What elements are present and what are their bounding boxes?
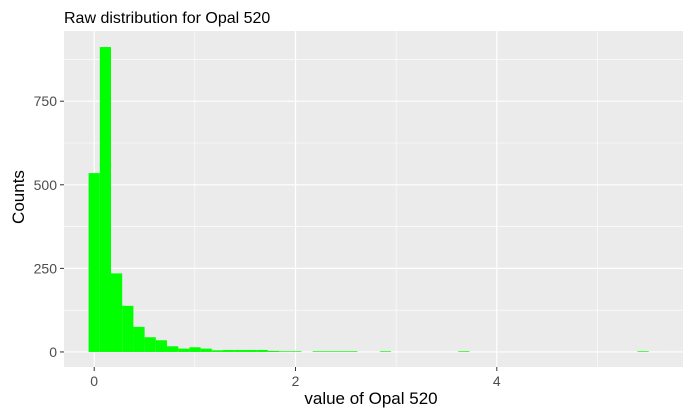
histogram-bar	[200, 348, 212, 352]
x-tick-label: 0	[90, 373, 98, 389]
x-axis-ticks: 0 2 4	[90, 367, 501, 389]
histogram-bar	[144, 337, 156, 352]
y-axis-ticks: 0 250 500 750	[34, 93, 64, 360]
histogram-bar	[155, 340, 168, 352]
histogram-bar	[323, 351, 336, 352]
histogram-bar	[312, 351, 324, 352]
y-axis-title: Counts	[9, 170, 28, 224]
histogram-bar	[637, 351, 649, 352]
histogram-bar	[267, 350, 280, 352]
histogram-bar	[88, 173, 100, 352]
histogram-bar	[346, 351, 358, 352]
plot-panel	[64, 31, 683, 367]
histogram-bar	[178, 348, 190, 352]
y-tick-label: 500	[34, 177, 58, 193]
histogram-bar	[122, 305, 134, 352]
histogram-bar	[167, 346, 179, 352]
histogram-bar	[189, 347, 201, 352]
x-axis-title: value of Opal 520	[304, 389, 437, 408]
x-tick-label: 4	[493, 373, 501, 389]
histogram-bar	[234, 349, 246, 352]
x-tick-label: 2	[292, 373, 300, 389]
y-tick-label: 0	[49, 344, 57, 360]
chart-title: Raw distribution for Opal 520	[64, 10, 270, 27]
y-tick-label: 750	[34, 93, 58, 109]
y-tick-label: 250	[34, 260, 58, 276]
histogram-bar	[99, 47, 111, 352]
histogram-bar	[290, 351, 302, 352]
histogram-bar	[133, 326, 145, 352]
histogram-bar	[245, 349, 257, 352]
histogram-bar	[379, 351, 392, 352]
histogram-bar	[211, 350, 224, 352]
histogram-bar	[256, 349, 268, 352]
histogram-bar	[223, 349, 235, 352]
histogram-bar	[335, 351, 347, 352]
histogram-bar	[110, 273, 123, 352]
histogram-bar	[279, 351, 291, 352]
minor-gridlines	[64, 31, 683, 367]
histogram-bar	[458, 351, 470, 352]
histogram-bars	[88, 47, 660, 352]
